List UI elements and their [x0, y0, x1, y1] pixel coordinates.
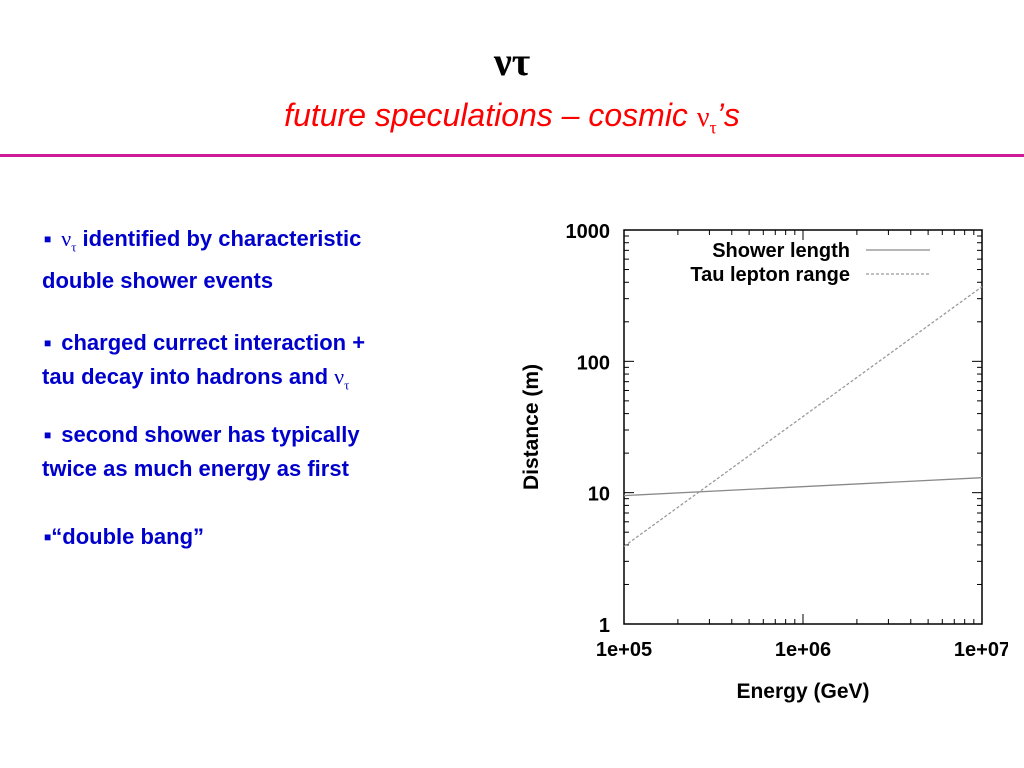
distance-energy-chart: 1 10 100 1000 1e+05 1e+06 1e+07 Energy (GeV) Dis… [520, 221, 1008, 703]
bullet-square-icon: ■ [44, 428, 52, 442]
x-tick-label: 1e+07 [954, 639, 1008, 661]
bullet-item: ■ ντ identified by characteristic double … [42, 222, 361, 298]
bullet-square-icon: ■ [44, 336, 52, 350]
bullet-text: second shower has typically [61, 422, 360, 447]
subtitle-tau-subscript: τ [709, 117, 717, 138]
bullet-square-icon: ■ [44, 530, 52, 544]
slide-title: ντ [0, 42, 1024, 82]
bullet-text: “double bang” [51, 524, 205, 549]
plot-frame [623, 229, 983, 625]
x-tick-label: 1e+06 [775, 639, 831, 661]
bullet-nu-symbol: ν [334, 364, 345, 389]
bullet-square-icon: ■ [44, 232, 52, 246]
bullet-tau-subscript: τ [71, 239, 77, 255]
title-tau-symbol: τ [511, 39, 531, 84]
bullet-text: tau decay into hadrons and [42, 364, 335, 389]
legend-label: Tau lepton range [690, 264, 850, 286]
x-tick-label: 1e+05 [596, 639, 652, 661]
bullet-tau-subscript: τ [344, 377, 350, 393]
subtitle-text: future speculations – cosmic [284, 97, 697, 133]
y-axis-label: Distance (m) [520, 364, 543, 490]
x-axis-label: Energy (GeV) [736, 680, 869, 703]
y-tick-label: 100 [577, 352, 610, 374]
bullet-text: identified by characteristic [76, 226, 362, 251]
bullet-text: twice as much energy as first [42, 456, 349, 481]
bullet-item: ■ charged currect interaction + tau decay… [42, 326, 365, 402]
slide-subtitle: future speculations – cosmic ντ’s [0, 97, 1024, 138]
bullet-text: double shower events [42, 268, 274, 294]
y-tick-label: 10 [588, 484, 610, 506]
y-tick-label: 1 [599, 615, 610, 637]
bullet-text: charged currect interaction + [61, 330, 366, 355]
bullet-item: ■ second shower has typically twice as mu… [42, 418, 360, 486]
subtitle-suffix: ’s [716, 97, 740, 133]
bullet-item: ■“double bang” [42, 520, 204, 554]
bullet-nu-symbol: ν [61, 226, 72, 251]
subtitle-nu-symbol: ν [696, 102, 710, 133]
title-divider [0, 154, 1024, 157]
series-line-shower-length [623, 477, 983, 497]
legend-label: Shower length [712, 240, 850, 262]
series-line-tau-lepton-range [623, 286, 983, 547]
title-nu-symbol: ν [493, 39, 512, 84]
y-tick-label: 1000 [566, 221, 611, 243]
